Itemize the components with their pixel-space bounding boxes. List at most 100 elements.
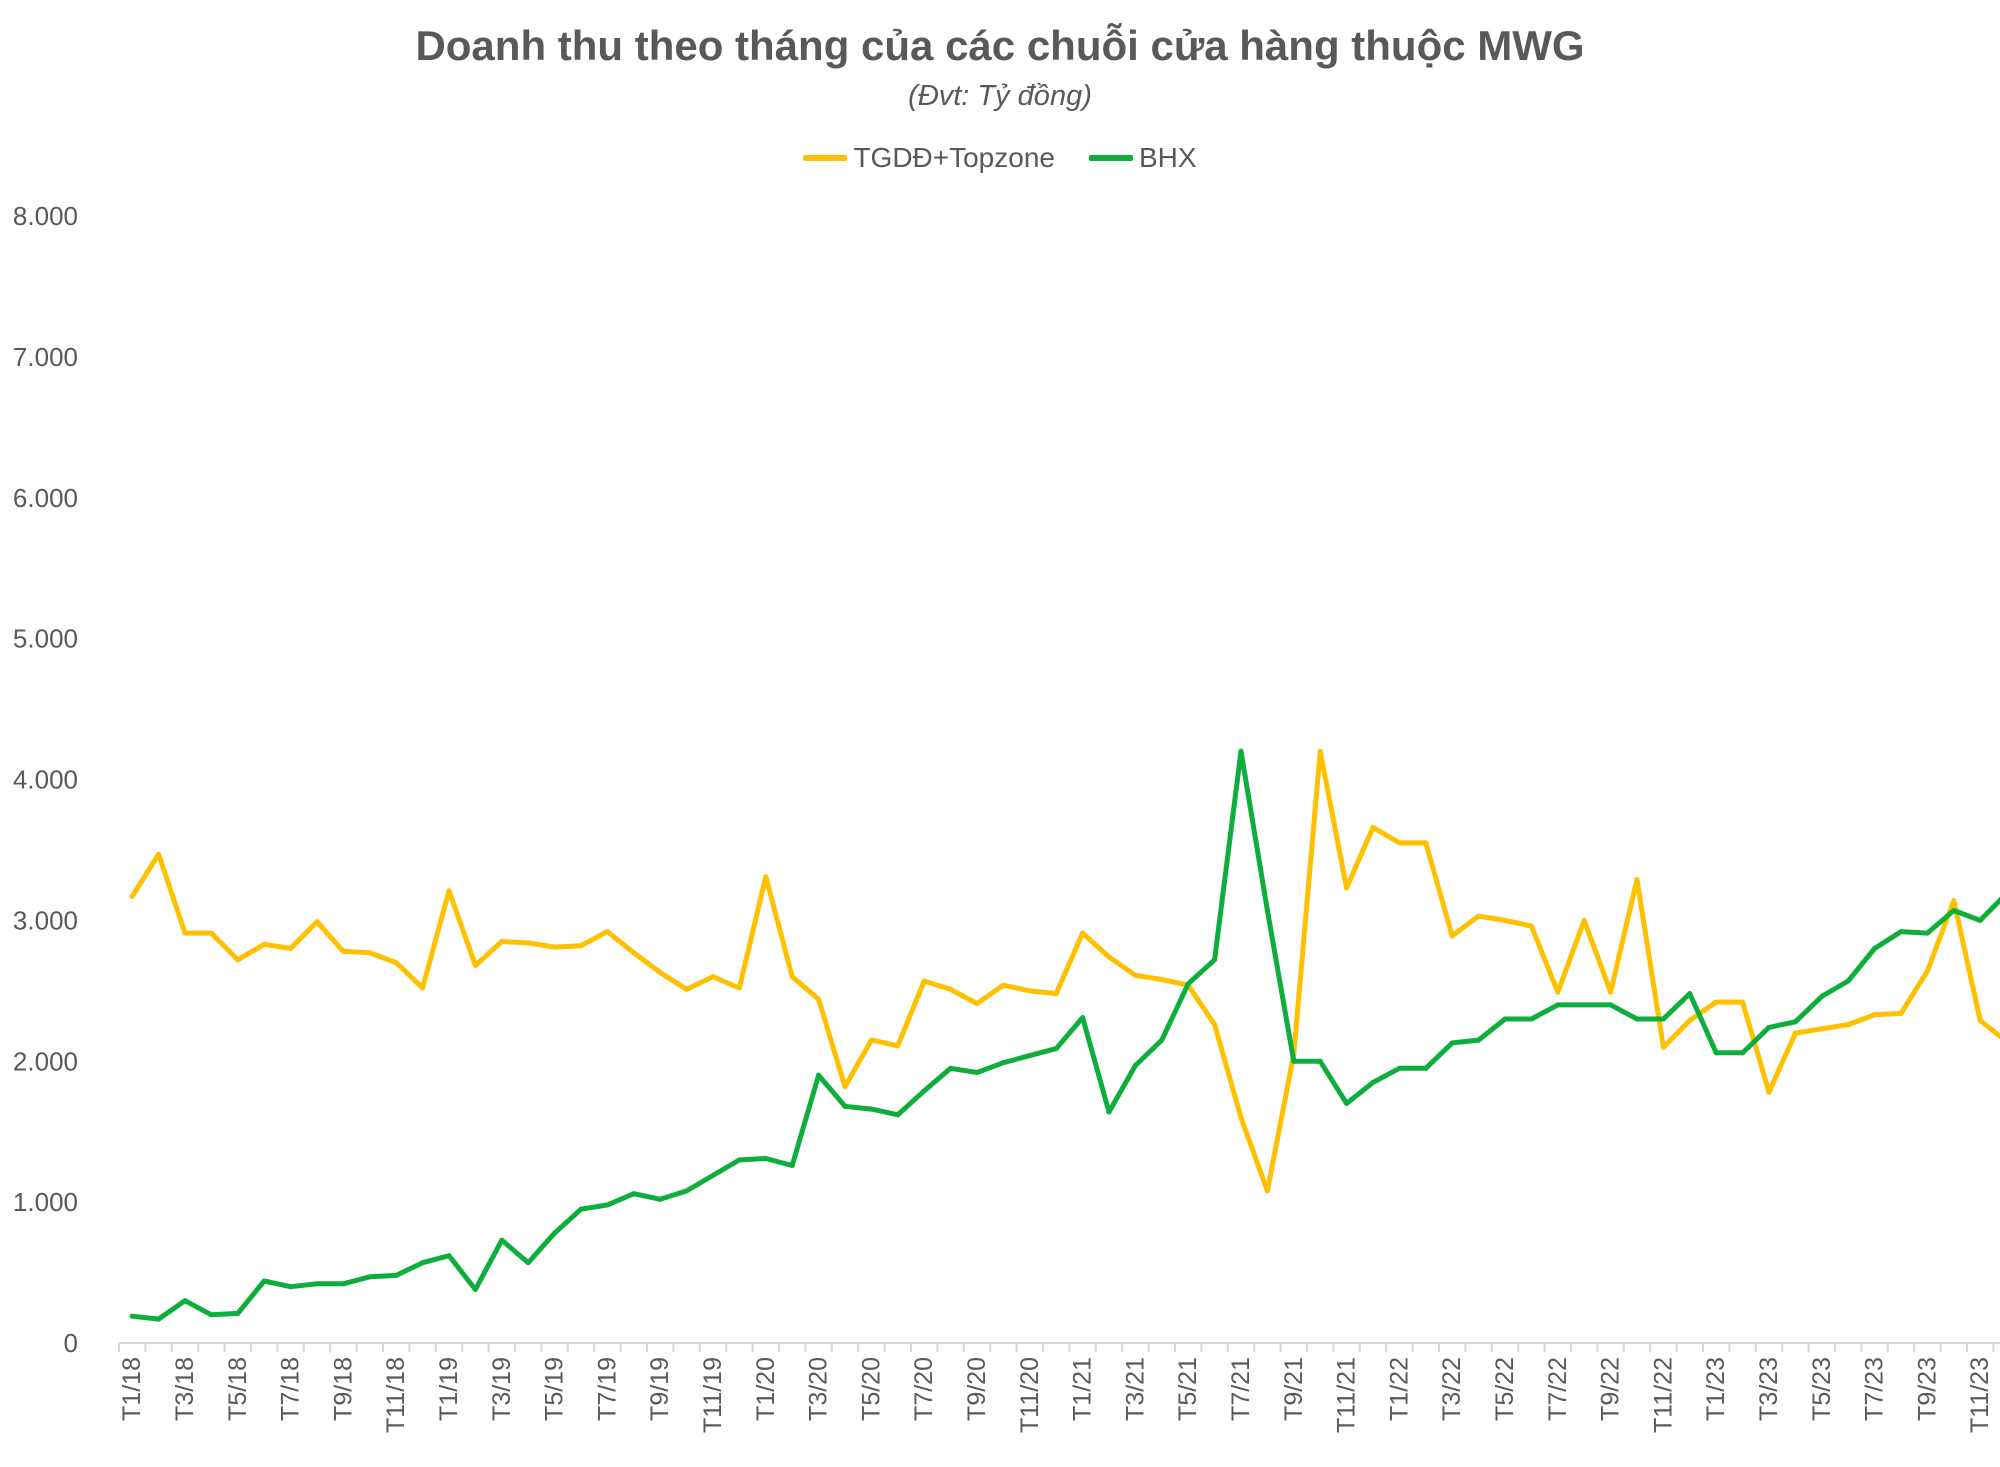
data-point-tgdd-topzone (314, 919, 320, 925)
data-point-bhx (472, 1287, 478, 1292)
data-point-bhx (657, 1196, 663, 1202)
legend-item-bhx: BHX (1088, 142, 1197, 174)
data-point-bhx (314, 1281, 320, 1287)
y-tick-label: 0 (64, 1328, 78, 1358)
data-point-bhx (1528, 1016, 1534, 1022)
data-point-bhx (525, 1260, 531, 1266)
y-tick-label: 8.000 (13, 201, 78, 231)
data-point-tgdd-topzone (1634, 877, 1640, 882)
x-tick-label: T1/20 (752, 1357, 780, 1421)
data-point-tgdd-topzone (1740, 999, 1746, 1005)
data-point-bhx (1819, 993, 1825, 999)
data-point-bhx (1212, 957, 1218, 963)
data-point-tgdd-topzone (1924, 968, 1930, 974)
data-point-bhx (393, 1272, 399, 1278)
x-tick-label: T11/22 (1649, 1357, 1677, 1433)
data-point-tgdd-topzone (1528, 923, 1534, 929)
data-point-tgdd-topzone (1264, 1188, 1270, 1194)
data-point-bhx (1687, 991, 1693, 997)
x-tick-label: T3/19 (488, 1357, 516, 1421)
x-tick-label: T5/23 (1808, 1357, 1836, 1421)
data-point-tgdd-topzone (1132, 972, 1138, 978)
x-tick-label: T11/19 (699, 1357, 727, 1433)
x-tick-label: T7/20 (910, 1357, 938, 1421)
x-tick-label: T9/22 (1597, 1357, 1625, 1421)
data-point-bhx (1555, 1002, 1561, 1008)
legend-label-tgdd: TGDĐ+Topzone (853, 142, 1055, 173)
data-point-tgdd-topzone (842, 1084, 848, 1090)
data-point-tgdd-topzone (974, 1001, 980, 1006)
data-point-bhx (1502, 1016, 1508, 1022)
data-point-bhx (710, 1172, 716, 1178)
data-point-bhx (1924, 930, 1930, 936)
series-line-tgdd-topzone (129, 748, 2000, 1194)
data-point-tgdd-topzone (657, 970, 663, 975)
data-point-tgdd-topzone (1080, 930, 1086, 936)
x-tick-label: T5/19 (541, 1357, 569, 1421)
data-point-bhx (235, 1310, 241, 1316)
data-point-tgdd-topzone (499, 939, 505, 944)
data-point-tgdd-topzone (1766, 1089, 1772, 1095)
data-point-tgdd-topzone (525, 940, 531, 946)
x-tick-label: T9/18 (329, 1357, 357, 1421)
data-point-bhx (1000, 1060, 1006, 1066)
data-point-bhx (1344, 1101, 1350, 1106)
x-tick-label: T1/19 (435, 1357, 463, 1421)
data-point-bhx (1977, 917, 1983, 923)
data-point-tgdd-topzone (340, 948, 346, 954)
x-tick-label: T3/22 (1438, 1357, 1466, 1421)
data-point-bhx (1238, 748, 1244, 754)
data-point-tgdd-topzone (1977, 1017, 1983, 1023)
x-tick-label: T9/23 (1913, 1357, 1941, 1421)
x-tick-label: T5/18 (224, 1357, 252, 1421)
data-point-bhx (604, 1202, 610, 1208)
data-point-tgdd-topzone (420, 985, 426, 991)
data-point-tgdd-topzone (1845, 1022, 1851, 1028)
data-point-bhx (1370, 1079, 1376, 1085)
data-point-tgdd-topzone (868, 1037, 874, 1043)
data-point-bhx (129, 1313, 135, 1319)
chart-legend: TGDĐ+Topzone BHX (0, 142, 2000, 174)
data-point-tgdd-topzone (1027, 988, 1033, 994)
y-tick-label: 6.000 (13, 483, 78, 513)
data-point-bhx (1792, 1019, 1798, 1025)
data-point-tgdd-topzone (789, 974, 795, 980)
data-point-tgdd-topzone (367, 950, 373, 956)
data-point-bhx (789, 1163, 795, 1168)
data-point-tgdd-topzone (1212, 1022, 1218, 1028)
data-point-bhx (1634, 1016, 1640, 1022)
data-point-bhx (921, 1088, 927, 1094)
data-point-bhx (1951, 908, 1957, 913)
data-point-tgdd-topzone (261, 941, 267, 947)
x-tick-label: T11/21 (1333, 1357, 1361, 1433)
legend-swatch-tgdd (803, 155, 848, 161)
data-point-bhx (1080, 1015, 1086, 1021)
legend-swatch-bhx (1088, 155, 1133, 161)
legend-label-bhx: BHX (1138, 142, 1197, 173)
x-tick-label: T1/23 (1702, 1357, 1730, 1421)
x-tick-label: T1/21 (1069, 1357, 1097, 1421)
data-point-bhx (842, 1103, 848, 1109)
data-point-bhx (1476, 1037, 1482, 1043)
data-point-tgdd-topzone (1819, 1026, 1825, 1032)
data-point-bhx (974, 1070, 980, 1075)
legend-item-tgdd: TGDĐ+Topzone (803, 142, 1055, 174)
data-point-bhx (763, 1156, 769, 1161)
data-point-bhx (684, 1188, 690, 1194)
data-point-tgdd-topzone (1502, 917, 1508, 923)
data-point-tgdd-topzone (1555, 989, 1561, 995)
x-tick-label: T7/21 (1227, 1357, 1255, 1421)
data-point-bhx (868, 1106, 874, 1112)
data-point-bhx (948, 1065, 954, 1071)
data-point-bhx (1766, 1024, 1772, 1030)
x-tick-label: T9/20 (963, 1357, 991, 1421)
y-tick-label: 5.000 (13, 624, 78, 654)
data-point-bhx (552, 1230, 558, 1236)
x-tick-label: T7/18 (277, 1357, 305, 1421)
data-point-tgdd-topzone (1660, 1044, 1666, 1050)
data-point-tgdd-topzone (1106, 954, 1112, 960)
data-point-tgdd-topzone (816, 996, 822, 1002)
x-tick-label: T11/20 (1016, 1357, 1044, 1433)
series-line-bhx (129, 748, 2000, 1322)
